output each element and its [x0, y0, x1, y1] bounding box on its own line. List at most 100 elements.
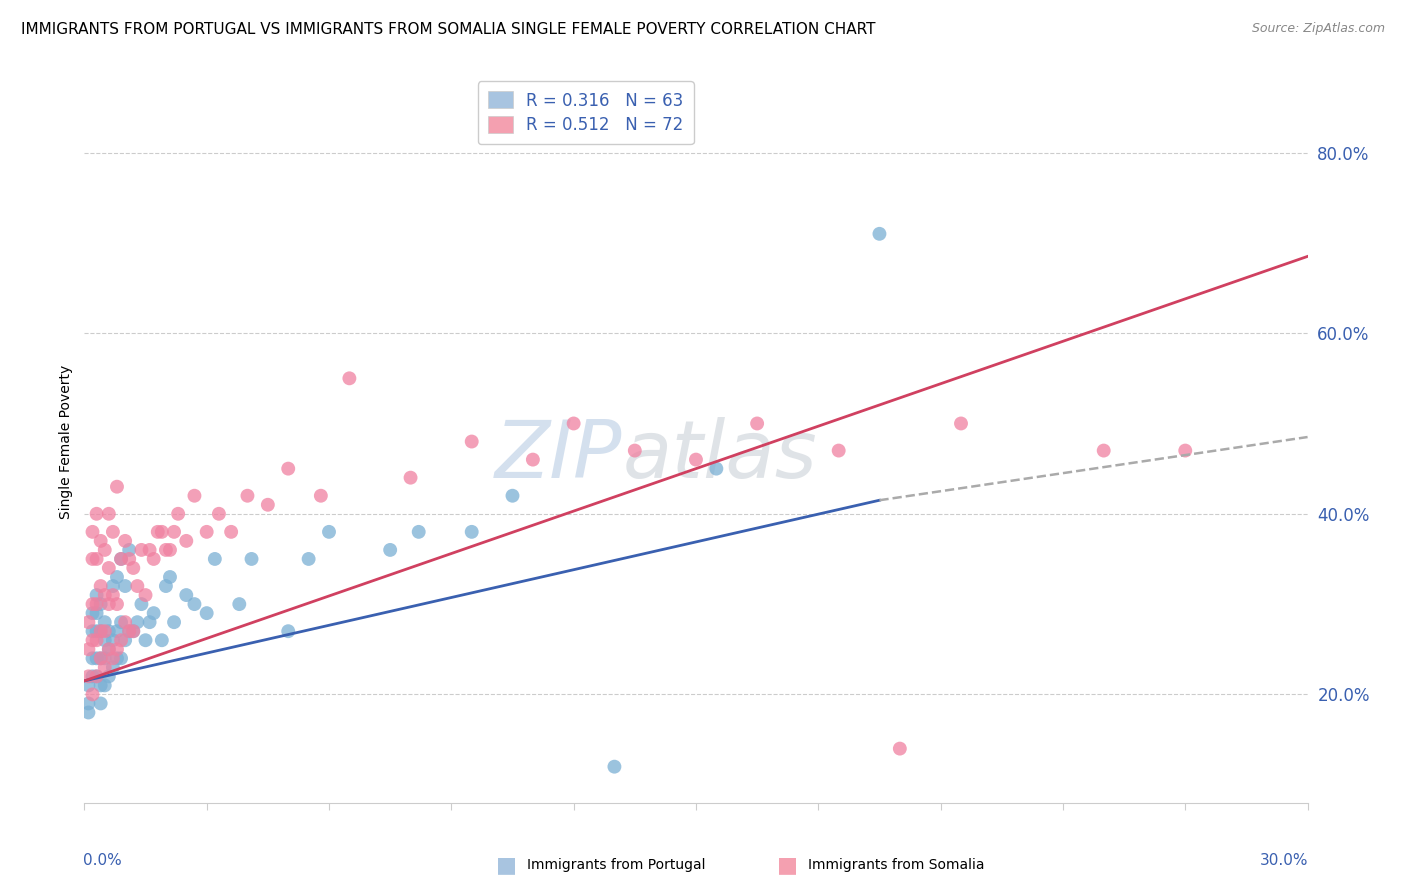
Point: [105, 570, 128, 584]
Point: [127, 579, 149, 593]
Point: [110, 552, 132, 566]
Point: [114, 615, 136, 630]
Text: ■: ■: [778, 855, 797, 875]
Point: [105, 624, 128, 639]
Point: [86, 606, 108, 620]
Point: [114, 633, 136, 648]
Point: [101, 660, 124, 674]
Point: [174, 533, 197, 548]
Point: [1174, 443, 1197, 458]
Y-axis label: Single Female Poverty: Single Female Poverty: [59, 365, 73, 518]
Point: [399, 471, 422, 485]
Point: [318, 524, 340, 539]
Point: [90, 533, 112, 548]
Point: [101, 651, 124, 665]
Point: [522, 452, 544, 467]
Point: [77, 678, 100, 692]
Point: [86, 507, 108, 521]
Point: [155, 542, 177, 557]
Point: [101, 633, 124, 648]
Point: [118, 624, 141, 639]
Point: [97, 507, 120, 521]
Point: [105, 480, 128, 494]
Point: [183, 597, 205, 611]
Point: [110, 633, 132, 648]
Point: [685, 452, 707, 467]
Point: [86, 633, 108, 648]
Point: [101, 524, 124, 539]
Point: [86, 624, 108, 639]
Point: [82, 552, 104, 566]
Point: [461, 434, 484, 449]
Point: [380, 542, 402, 557]
Point: [114, 533, 136, 548]
Point: [163, 524, 186, 539]
Point: [208, 507, 231, 521]
Point: [142, 552, 165, 566]
Point: [118, 542, 141, 557]
Point: [135, 633, 157, 648]
Point: [150, 524, 173, 539]
Point: [195, 524, 218, 539]
Point: [82, 633, 104, 648]
Point: [97, 561, 120, 575]
Point: [236, 489, 259, 503]
Text: Immigrants from Somalia: Immigrants from Somalia: [808, 858, 986, 872]
Point: [183, 489, 205, 503]
Point: [122, 624, 145, 639]
Text: ■: ■: [496, 855, 516, 875]
Point: [77, 615, 100, 630]
Point: [90, 651, 112, 665]
Point: [155, 579, 177, 593]
Point: [747, 417, 769, 431]
Point: [93, 615, 115, 630]
Point: [118, 552, 141, 566]
Text: 30.0%: 30.0%: [1260, 854, 1309, 869]
Point: [86, 552, 108, 566]
Point: [118, 624, 141, 639]
Point: [195, 606, 218, 620]
Point: [82, 606, 104, 620]
Point: [77, 697, 100, 711]
Point: [277, 461, 299, 475]
Point: [105, 642, 128, 657]
Point: [502, 489, 524, 503]
Point: [122, 561, 145, 575]
Point: [146, 524, 169, 539]
Point: [101, 588, 124, 602]
Point: [163, 615, 186, 630]
Point: [90, 624, 112, 639]
Point: [86, 588, 108, 602]
Point: [93, 660, 115, 674]
Point: [298, 552, 321, 566]
Legend: R = 0.316   N = 63, R = 0.512   N = 72: R = 0.316 N = 63, R = 0.512 N = 72: [478, 81, 693, 145]
Point: [90, 579, 112, 593]
Point: [135, 588, 157, 602]
Point: [706, 461, 728, 475]
Point: [110, 615, 132, 630]
Point: [114, 579, 136, 593]
Point: [82, 524, 104, 539]
Point: [204, 552, 226, 566]
Point: [228, 597, 250, 611]
Point: [90, 597, 112, 611]
Point: [82, 624, 104, 639]
Point: [603, 760, 626, 774]
Point: [105, 651, 128, 665]
Point: [309, 489, 332, 503]
Point: [93, 624, 115, 639]
Text: 0.0%: 0.0%: [83, 854, 122, 869]
Point: [93, 588, 115, 602]
Point: [97, 624, 120, 639]
Point: [828, 443, 851, 458]
Text: Immigrants from Portugal: Immigrants from Portugal: [527, 858, 706, 872]
Point: [93, 542, 115, 557]
Text: ZIP: ZIP: [495, 417, 623, 495]
Point: [77, 706, 100, 720]
Point: [90, 697, 112, 711]
Point: [131, 542, 153, 557]
Point: [97, 642, 120, 657]
Point: [138, 615, 160, 630]
Point: [93, 633, 115, 648]
Point: [219, 524, 242, 539]
